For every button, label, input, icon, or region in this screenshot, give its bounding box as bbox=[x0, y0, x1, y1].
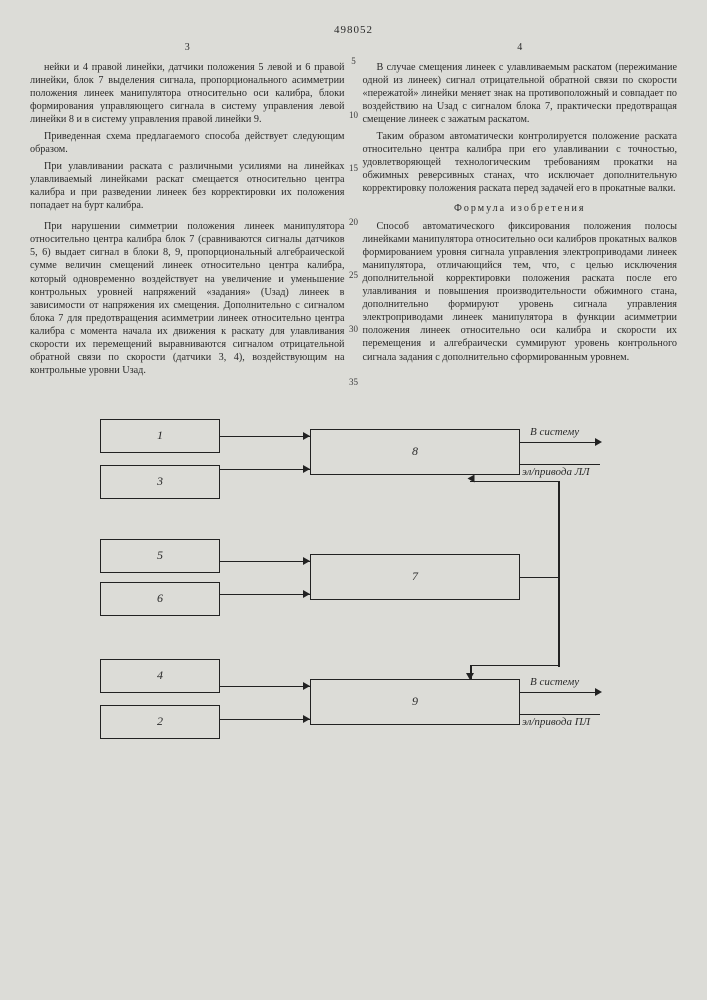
wire bbox=[520, 577, 560, 579]
wire bbox=[558, 481, 560, 578]
arrow-icon bbox=[595, 438, 602, 446]
line-number-gutter: 5 10 15 20 25 30 35 bbox=[349, 56, 358, 431]
line-mark: 10 bbox=[349, 110, 358, 122]
arrow-icon bbox=[303, 590, 310, 598]
wire bbox=[470, 665, 472, 679]
arrow-icon bbox=[467, 474, 474, 482]
left-column: 3 нейки и 4 правой линейки, датчики поло… bbox=[30, 42, 345, 381]
out-label: эл/привода ЛЛ bbox=[522, 466, 590, 478]
para: нейки и 4 правой линейки, датчики положе… bbox=[30, 61, 345, 126]
wire bbox=[220, 719, 310, 721]
line-mark: 25 bbox=[349, 270, 358, 282]
wire bbox=[220, 594, 310, 596]
wire bbox=[220, 436, 310, 438]
arrow-icon bbox=[303, 557, 310, 565]
line-mark: 20 bbox=[349, 217, 358, 229]
wire bbox=[470, 481, 560, 483]
section-title: Формула изобретения bbox=[363, 203, 678, 216]
block-5: 5 bbox=[100, 539, 220, 573]
arrow-icon bbox=[303, 715, 310, 723]
line-mark: 15 bbox=[349, 163, 358, 175]
right-column: 4 В случае смещения линеек с улавливаемы… bbox=[363, 42, 678, 381]
block-1: 1 bbox=[100, 419, 220, 453]
line-mark: 5 bbox=[349, 56, 358, 68]
out-label: эл/привода ПЛ bbox=[522, 716, 590, 728]
block-8: 8 bbox=[310, 429, 520, 475]
line-mark: 30 bbox=[349, 324, 358, 336]
block-3: 3 bbox=[100, 465, 220, 499]
arrow-icon bbox=[303, 432, 310, 440]
wire bbox=[220, 686, 310, 688]
arrow-icon bbox=[303, 682, 310, 690]
wire bbox=[220, 469, 310, 471]
doc-number: 498052 bbox=[30, 24, 677, 36]
page-num-left: 3 bbox=[30, 42, 345, 55]
block-4: 4 bbox=[100, 659, 220, 693]
out-label: В систему bbox=[530, 426, 579, 438]
line-mark: 35 bbox=[349, 377, 358, 389]
block-diagram: 1 3 5 6 4 2 8 7 9 В систему эл/привода Л… bbox=[30, 409, 677, 779]
block-9: 9 bbox=[310, 679, 520, 725]
out-label: В систему bbox=[530, 676, 579, 688]
para: Приведенная схема предлагаемого способа … bbox=[30, 130, 345, 156]
wire bbox=[520, 442, 600, 444]
wire bbox=[558, 577, 560, 667]
para: При улавливании раската с различными уси… bbox=[30, 160, 345, 212]
page-num-right: 4 bbox=[363, 42, 678, 55]
wire bbox=[220, 561, 310, 563]
para: Таким образом автоматически контролирует… bbox=[363, 130, 678, 195]
para: В случае смещения линеек с улавливаемым … bbox=[363, 61, 678, 126]
arrow-icon bbox=[303, 465, 310, 473]
wire bbox=[470, 665, 560, 667]
para: При нарушении симметрии положения линеек… bbox=[30, 220, 345, 377]
block-7: 7 bbox=[310, 554, 520, 600]
block-6: 6 bbox=[100, 582, 220, 616]
block-2: 2 bbox=[100, 705, 220, 739]
para: Способ автоматического фиксирования поло… bbox=[363, 220, 678, 364]
wire bbox=[520, 692, 600, 694]
arrow-icon bbox=[595, 688, 602, 696]
